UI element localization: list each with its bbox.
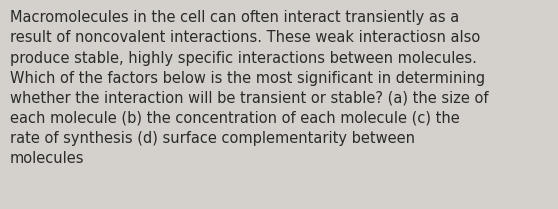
Text: Macromolecules in the cell can often interact transiently as a
result of noncova: Macromolecules in the cell can often int… xyxy=(10,10,489,166)
